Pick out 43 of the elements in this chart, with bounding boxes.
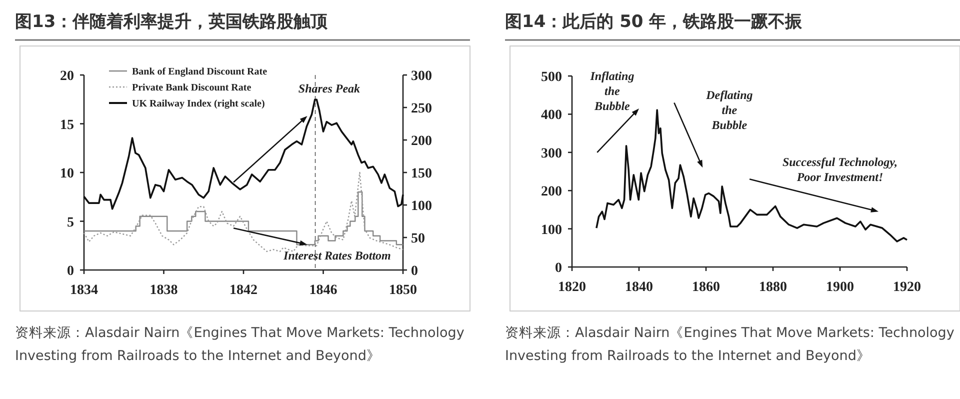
chart-title: 图14：此后的 50 年，铁路股一蹶不振 [505, 11, 802, 33]
x-tick-label: 1850 [389, 283, 417, 298]
annotation: Shares Peak [298, 82, 360, 96]
x-tick-label: 1880 [759, 280, 787, 295]
legend-label: Private Bank Discount Rate [132, 82, 252, 94]
y2-tick-label: 200 [411, 134, 432, 149]
x-tick-label: 1860 [692, 280, 720, 295]
y-tick-label: 15 [60, 118, 74, 133]
y2-tick-label: 250 [411, 102, 432, 116]
y-tick-label: 0 [555, 261, 562, 276]
annotation: Inflating the Bubble [589, 68, 634, 113]
y-tick-label: 20 [60, 69, 74, 84]
x-tick-label: 1842 [230, 283, 258, 298]
line-series [83, 98, 404, 210]
x-tick-label: 1900 [826, 280, 854, 295]
chart-title: 图13：伴随着利率提升，英国铁路股触顶 [15, 11, 328, 33]
y2-tick-label: 50 [411, 232, 425, 246]
y2-tick-label: 300 [411, 69, 432, 84]
x-tick-label: 1846 [309, 283, 338, 298]
y-tick-label: 200 [541, 184, 562, 200]
y-tick-label: 0 [67, 264, 74, 279]
y2-tick-label: 0 [411, 264, 418, 279]
annotation: Deflating the Bubble [705, 88, 753, 132]
legend-label: Bank of England Discount Rate [132, 66, 268, 78]
text: 资料来源：Alasdair Nairn《Engines That Move Markets: Technology Investing from Railroads to the Internet and Beyond》 [505, 324, 956, 366]
x-tick-label: 1820 [558, 280, 586, 295]
annotation: Interest Rates Bottom [282, 248, 391, 262]
y2-tick-label: 150 [411, 166, 432, 182]
y-tick-label: 300 [541, 146, 562, 162]
x-tick-label: 1838 [150, 283, 178, 298]
y-tick-label: 400 [541, 108, 562, 124]
x-tick-label: 1840 [625, 280, 653, 295]
text: 资料来源：Alasdair Nairn《Engines That Move Markets: Technology Investing from Railroads to the Internet and Beyond》 [15, 324, 466, 366]
legend-label: UK Railway Index (right scale) [132, 98, 265, 110]
y-tick-label: 5 [67, 215, 74, 230]
y2-tick-label: 100 [411, 199, 432, 214]
annotation: Successful Technology, Poor Investment! [782, 154, 898, 184]
y-tick-label: 500 [541, 70, 562, 85]
y-tick-label: 100 [541, 222, 562, 238]
y-tick-label: 10 [60, 166, 74, 182]
x-tick-label: 1834 [70, 283, 98, 298]
line-series [83, 172, 404, 252]
x-tick-label: 1920 [893, 280, 921, 295]
